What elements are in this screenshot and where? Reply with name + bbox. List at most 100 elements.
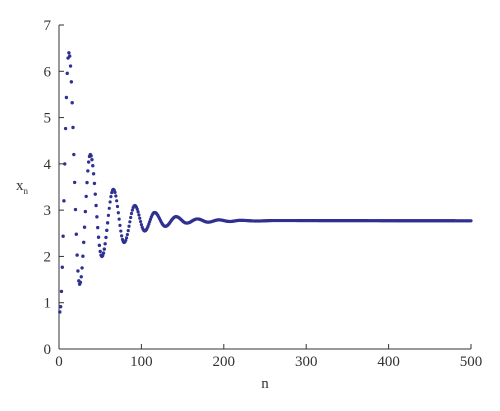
x-tick-label: 400 [377, 354, 400, 370]
data-point [97, 243, 102, 248]
y-tick-label: 0 [44, 342, 52, 358]
data-point [106, 213, 111, 217]
data-point [73, 207, 78, 212]
data-point [115, 204, 120, 209]
data-point [62, 199, 66, 203]
y-tick-label: 6 [44, 64, 52, 80]
data-point [83, 209, 88, 214]
x-tick-label: 300 [295, 354, 318, 370]
data-point [119, 229, 123, 233]
data-point [96, 235, 101, 239]
y-tick-label: 1 [44, 296, 52, 312]
y-axis-title-subscript: n [24, 186, 29, 196]
data-point [76, 269, 80, 273]
data-point [139, 223, 143, 227]
data-point [127, 224, 131, 228]
x-tick-label: 500 [460, 354, 483, 370]
data-point [135, 207, 139, 211]
data-point [124, 236, 129, 240]
data-point [109, 195, 113, 199]
data-point [75, 253, 79, 257]
data-point [128, 220, 132, 224]
data-point [137, 213, 141, 217]
data-point [78, 280, 83, 285]
data-point [68, 54, 72, 58]
data-point [70, 101, 74, 105]
x-tick-label: 0 [55, 354, 63, 370]
data-point [116, 211, 120, 215]
data-point [82, 240, 86, 245]
y-axis-title: xn [16, 178, 29, 196]
data-point [63, 126, 68, 131]
data-point [81, 254, 85, 258]
data-point [101, 251, 106, 255]
data-point [93, 192, 97, 196]
data-point [80, 266, 84, 270]
data-point [105, 228, 109, 233]
data-point [59, 289, 64, 294]
ticks: 0 100 200 300 400 500 0 1 2 3 4 5 6 7 [44, 18, 483, 370]
data-point [92, 181, 97, 186]
data-point [126, 228, 130, 233]
axes [58, 25, 471, 350]
data-point [84, 194, 88, 199]
y-tick-label: 2 [44, 249, 52, 265]
data-point [63, 162, 67, 166]
data-point [147, 222, 151, 226]
y-axis-title-main: x [16, 178, 24, 194]
x-axis-title: n [261, 376, 269, 392]
data-point [104, 235, 108, 240]
data-point [129, 211, 134, 216]
data-point [69, 80, 74, 84]
data-point [114, 194, 118, 198]
data-point [67, 51, 71, 55]
data-point [71, 125, 75, 130]
data-point [124, 238, 128, 243]
data-point [60, 265, 64, 269]
data-point [68, 64, 73, 68]
data-point [120, 234, 124, 238]
data-point [117, 217, 121, 221]
data-point [108, 200, 112, 204]
data-point [110, 191, 114, 195]
data-point [79, 275, 83, 279]
data-point [102, 247, 107, 251]
data-point [125, 232, 129, 237]
data-point [90, 157, 94, 162]
data-point [58, 305, 63, 309]
data-point [61, 234, 65, 238]
data-point [94, 203, 98, 208]
data-point [86, 160, 91, 164]
data-point [58, 310, 62, 314]
data-point [136, 210, 140, 214]
data-point [82, 225, 87, 229]
y-tick-label: 3 [44, 203, 52, 219]
data-point [95, 215, 99, 219]
data-point [72, 152, 76, 157]
data-point [89, 154, 93, 158]
data-point [91, 172, 96, 176]
data-point [65, 71, 69, 76]
y-tick-label: 5 [44, 111, 52, 127]
data-point [129, 215, 133, 220]
data-point [72, 180, 77, 185]
data-point [107, 206, 111, 210]
data-point [64, 95, 69, 100]
y-tick-label: 7 [44, 18, 52, 34]
data-point [115, 199, 119, 203]
x-tick-label: 200 [213, 354, 236, 370]
data-point [138, 216, 142, 220]
data-point [138, 219, 143, 224]
data-point [96, 225, 100, 230]
data-point [85, 180, 89, 185]
data-point [105, 221, 110, 225]
data-point [118, 223, 122, 227]
data-point [98, 249, 102, 254]
data-point [91, 164, 95, 168]
data-point [113, 190, 117, 194]
data-point [74, 232, 79, 236]
x-tick-label: 100 [130, 354, 153, 370]
data-point [469, 219, 473, 223]
data-point [103, 242, 107, 246]
